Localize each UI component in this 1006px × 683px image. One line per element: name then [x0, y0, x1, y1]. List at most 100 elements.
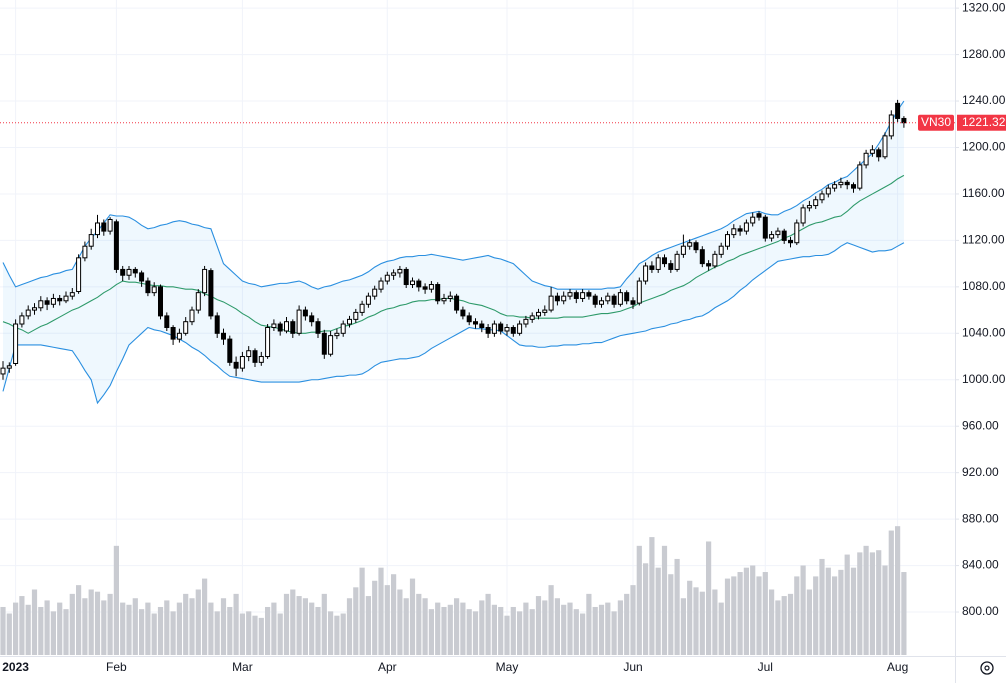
candle-body — [876, 149, 882, 158]
settings-icon[interactable] — [980, 661, 994, 675]
volume-bar — [649, 537, 655, 655]
volume-bar — [655, 567, 661, 655]
volume-bar — [718, 602, 724, 655]
volume-bar — [176, 602, 182, 655]
volume-bar — [794, 576, 800, 655]
candle-body — [69, 292, 75, 297]
volume-bar — [901, 572, 907, 655]
candle-body — [221, 332, 226, 340]
volume-bar — [580, 613, 586, 655]
volume-bar — [598, 604, 605, 655]
candle-body — [315, 321, 321, 334]
volume-bar — [743, 567, 749, 655]
last-price-label: 1221.32 — [962, 115, 1006, 129]
volume-bar — [472, 611, 479, 655]
candle-body — [712, 253, 718, 267]
volume-bar — [561, 604, 567, 655]
volume-bar — [510, 606, 516, 655]
volume-bar — [617, 600, 623, 655]
candle-body — [391, 272, 397, 276]
y-tick-label: 1160.00 — [962, 186, 1005, 200]
candle-body — [592, 295, 598, 305]
y-tick-label: 1280.00 — [962, 47, 1006, 61]
volume-bar — [31, 589, 38, 655]
candle-body — [25, 309, 31, 317]
volume-bar — [504, 615, 510, 655]
volume-bar — [170, 611, 176, 655]
volume-bar — [869, 552, 875, 655]
candle-body — [233, 361, 239, 369]
volume-bar — [19, 596, 25, 655]
volume-bar — [548, 585, 554, 655]
candle-body — [447, 295, 453, 299]
candle-body — [756, 213, 762, 218]
volume-bar — [302, 598, 308, 655]
volume-bar — [384, 585, 390, 655]
settings-icon-center[interactable] — [984, 665, 990, 671]
volume-bar — [50, 611, 56, 655]
volume-bar — [592, 606, 598, 655]
candle-body — [580, 292, 586, 299]
volume-bar — [832, 576, 838, 655]
candle-body — [542, 309, 548, 313]
candle-body — [750, 216, 756, 224]
series-name: VN30 — [921, 115, 951, 129]
candle-body — [548, 295, 554, 311]
x-tick-label: Jun — [623, 660, 642, 674]
candle-body — [725, 234, 730, 247]
candle-body — [743, 222, 749, 232]
candle-body — [271, 323, 277, 329]
volume-bar — [113, 545, 119, 655]
candle-body — [76, 257, 82, 292]
band-upper — [2, 100, 905, 290]
volume-layer — [0, 526, 907, 655]
candle-body — [529, 315, 535, 320]
volume-bar — [346, 598, 353, 655]
y-tick-label: 1240.00 — [962, 93, 1006, 107]
volume-bar — [806, 589, 812, 655]
volume-bar — [233, 593, 239, 655]
candle-body — [422, 286, 428, 290]
candle-body — [649, 265, 655, 270]
volume-bar — [706, 541, 712, 655]
volume-bar — [409, 578, 416, 655]
candle-body — [523, 318, 529, 325]
volume-bar — [737, 572, 743, 655]
candle-body — [491, 323, 497, 334]
x-tick-label: Jul — [758, 660, 773, 674]
candle-body — [510, 327, 516, 334]
volume-bar — [214, 611, 220, 655]
candle-body — [605, 295, 611, 302]
volume-bar — [107, 593, 113, 655]
y-tick-label: 1040.00 — [962, 325, 1006, 339]
volume-bar — [750, 565, 756, 655]
volume-bar — [454, 598, 460, 655]
candle-body — [183, 321, 189, 334]
candle-body — [296, 309, 302, 334]
candle-body — [819, 193, 825, 201]
candle-body — [655, 257, 661, 270]
candle-body — [258, 356, 264, 363]
volume-bar — [101, 600, 107, 655]
candle-body — [630, 300, 636, 305]
volume-bar — [378, 567, 384, 655]
volume-bar — [416, 593, 422, 655]
candle-body — [328, 335, 334, 355]
candle-body — [863, 152, 869, 166]
candle-body — [706, 263, 712, 267]
candle-body — [788, 239, 793, 244]
settings-button[interactable] — [980, 661, 994, 675]
candle-body — [347, 318, 352, 325]
candle-body — [441, 297, 447, 302]
candle-body — [454, 295, 460, 311]
volume-bar — [271, 602, 277, 655]
x-tick-label: Feb — [106, 660, 127, 674]
candle-body — [643, 265, 649, 282]
candle-body — [384, 274, 390, 282]
volume-bar — [498, 606, 504, 655]
candle-body — [321, 332, 327, 355]
volume-bar — [359, 567, 365, 655]
volume-bar — [25, 604, 31, 655]
volume-bar — [813, 576, 819, 655]
